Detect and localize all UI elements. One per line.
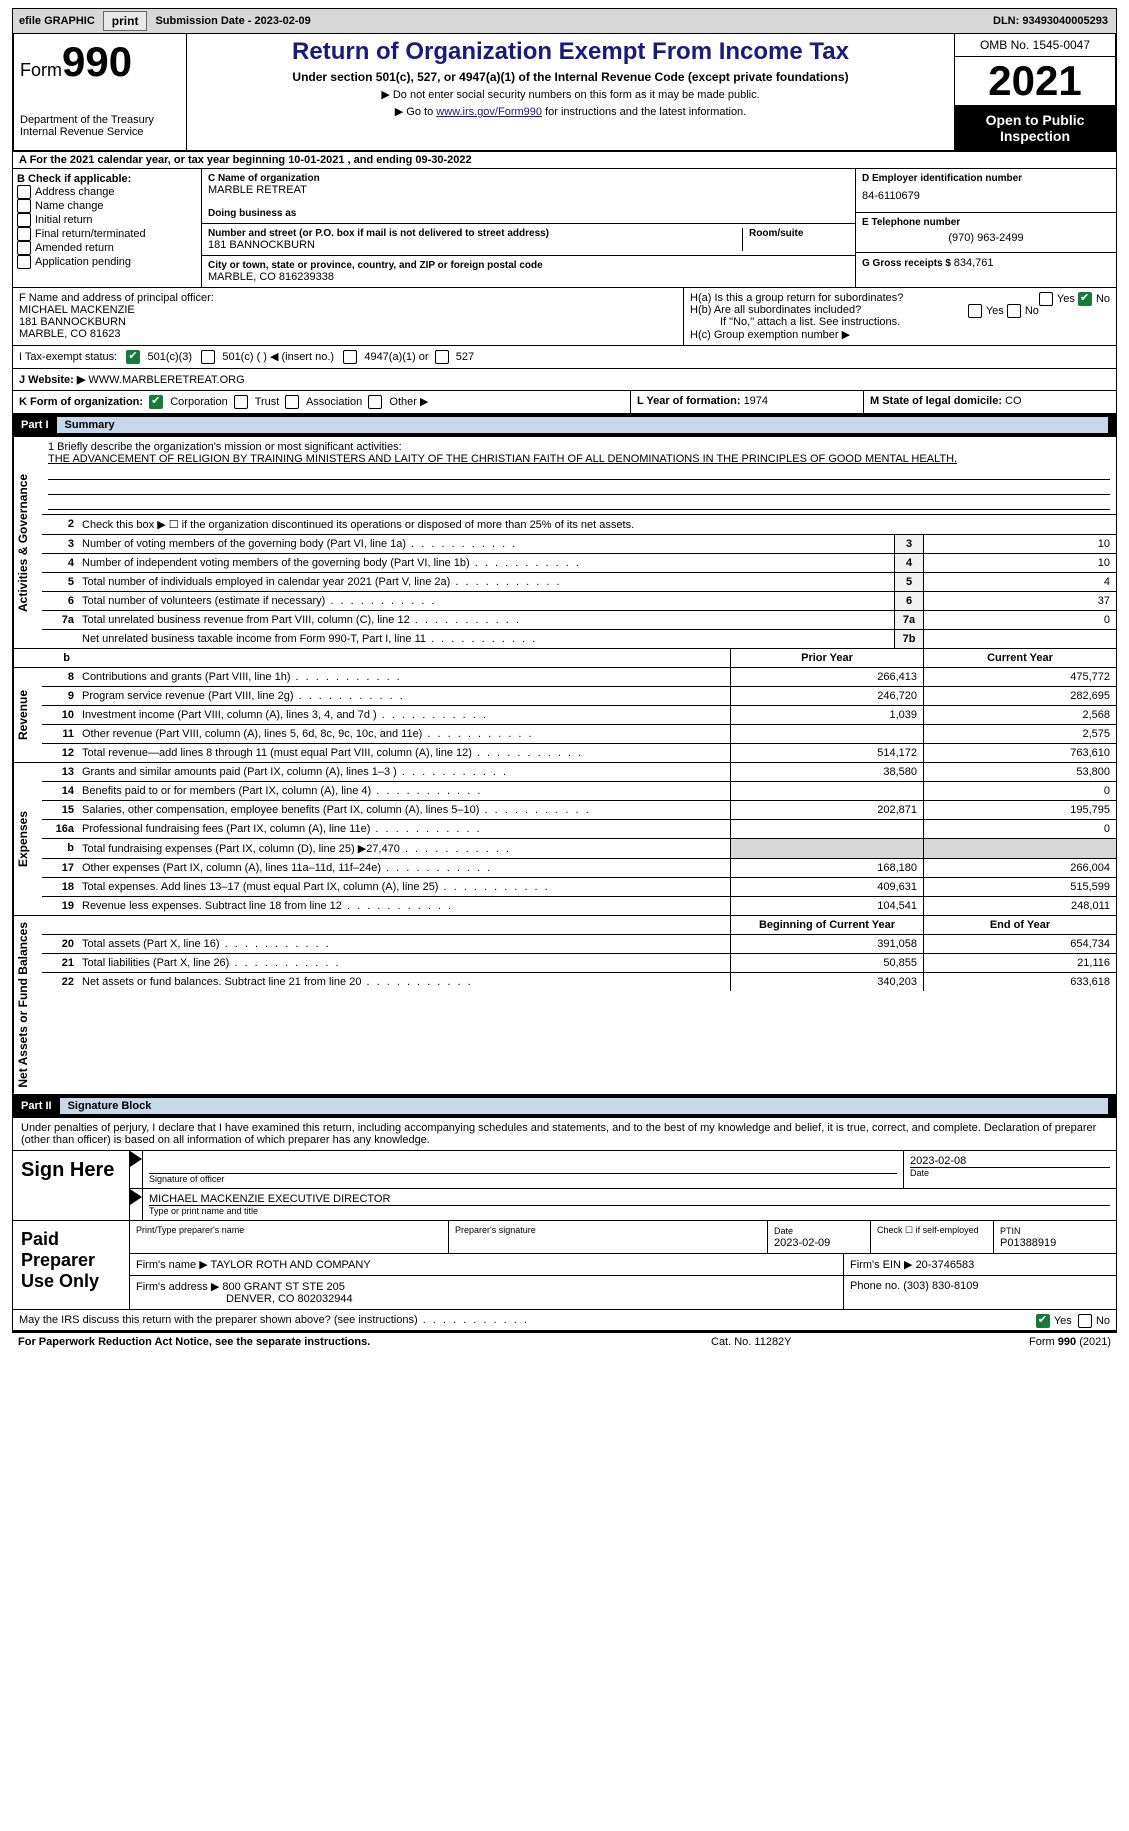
irs-label: Internal Revenue Service	[20, 126, 180, 138]
subtitle-2: ▶ Do not enter social security numbers o…	[193, 88, 948, 101]
h-c: H(c) Group exemption number ▶	[690, 328, 1110, 341]
chk-name-change[interactable]	[17, 199, 31, 213]
open-to-public: Open to Public Inspection	[955, 106, 1115, 150]
money-line: 9Program service revenue (Part VIII, lin…	[42, 687, 1116, 706]
summary-colhdr: b Prior Year Current Year	[12, 649, 1117, 668]
firm-ein: 20-3746583	[916, 1259, 975, 1271]
money-line: 13Grants and similar amounts paid (Part …	[42, 763, 1116, 782]
form-header: Form990 Department of the Treasury Inter…	[12, 34, 1117, 152]
money-line: 11Other revenue (Part VIII, column (A), …	[42, 725, 1116, 744]
irs-link[interactable]: www.irs.gov/Form990	[436, 106, 542, 118]
row-a-calendar: A For the 2021 calendar year, or tax yea…	[12, 152, 1117, 169]
ha-no-checked[interactable]	[1078, 292, 1092, 306]
gov-line: 7aTotal unrelated business revenue from …	[42, 611, 1116, 630]
ptin: P01388919	[1000, 1237, 1056, 1249]
col-c-org: C Name of organization MARBLE RETREAT Do…	[202, 169, 856, 287]
vlabel-governance: Activities & Governance	[13, 437, 42, 648]
mission-block: 1 Briefly describe the organization's mi…	[42, 437, 1116, 515]
mission-text: THE ADVANCEMENT OF RELIGION BY TRAINING …	[48, 453, 1110, 465]
gov-line: 6Total number of volunteers (estimate if…	[42, 592, 1116, 611]
sign-here-block: Sign Here Signature of officer 2023-02-0…	[12, 1151, 1117, 1221]
chk-address-change[interactable]	[17, 185, 31, 199]
part-ii-header: Part II Signature Block	[12, 1095, 1117, 1118]
sign-date: 2023-02-08	[910, 1155, 1110, 1168]
officer-name: MICHAEL MACKENZIE	[19, 304, 677, 316]
city-state-zip: MARBLE, CO 816239338	[208, 271, 849, 283]
vlabel-revenue: Revenue	[13, 668, 42, 762]
money-line: 8Contributions and grants (Part VIII, li…	[42, 668, 1116, 687]
street-address: 181 BANNOCKBURN	[208, 239, 742, 251]
section-b-c-d: B Check if applicable: Address change Na…	[12, 169, 1117, 288]
summary-net-hdr: Net Assets or Fund Balances Beginning of…	[12, 916, 1117, 1095]
arrow-icon	[130, 1189, 142, 1205]
paid-preparer-block: Paid Preparer Use Only Print/Type prepar…	[12, 1221, 1117, 1310]
gov-line: Net unrelated business taxable income fr…	[42, 630, 1116, 648]
money-line: 16aProfessional fundraising fees (Part I…	[42, 820, 1116, 839]
row-k-l-m: K Form of organization: Corporation Trus…	[12, 391, 1117, 414]
chk-corp[interactable]	[149, 395, 163, 409]
form-title: Return of Organization Exempt From Incom…	[193, 38, 948, 66]
chk-app-pending[interactable]	[17, 255, 31, 269]
money-line: 10Investment income (Part VIII, column (…	[42, 706, 1116, 725]
form-number: Form990	[20, 38, 180, 86]
discuss-yes[interactable]	[1036, 1314, 1050, 1328]
money-line: 20Total assets (Part X, line 16)391,0586…	[42, 935, 1116, 954]
gov-line: 5Total number of individuals employed in…	[42, 573, 1116, 592]
vlabel-expenses: Expenses	[13, 763, 42, 915]
tax-year: 2021	[955, 57, 1115, 106]
gov-line: 4Number of independent voting members of…	[42, 554, 1116, 573]
vlabel-net: Net Assets or Fund Balances	[13, 916, 42, 1094]
chk-amended[interactable]	[17, 241, 31, 255]
top-toolbar: efile GRAPHIC print Submission Date - 20…	[12, 8, 1117, 34]
money-line: bTotal fundraising expenses (Part IX, co…	[42, 839, 1116, 859]
telephone: (970) 963-2499	[862, 228, 1110, 248]
summary-expenses: Expenses 13Grants and similar amounts pa…	[12, 763, 1117, 916]
h-a: H(a) Is this a group return for subordin…	[690, 292, 1110, 304]
subtitle-1: Under section 501(c), 527, or 4947(a)(1)…	[193, 70, 948, 84]
firm-phone: (303) 830-8109	[903, 1280, 978, 1292]
arrow-icon	[130, 1151, 142, 1167]
summary-governance: Activities & Governance 1 Briefly descri…	[12, 437, 1117, 649]
part-i-header: Part I Summary	[12, 414, 1117, 437]
chk-initial-return[interactable]	[17, 213, 31, 227]
discuss-no[interactable]	[1078, 1314, 1092, 1328]
efile-label: efile GRAPHIC	[13, 15, 101, 27]
money-line: 18Total expenses. Add lines 13–17 (must …	[42, 878, 1116, 897]
money-line: 17Other expenses (Part IX, column (A), l…	[42, 859, 1116, 878]
money-line: 22Net assets or fund balances. Subtract …	[42, 973, 1116, 991]
year-formation: 1974	[744, 395, 768, 407]
print-button[interactable]: print	[103, 11, 148, 31]
chk-501c3[interactable]	[126, 350, 140, 364]
money-line: 12Total revenue—add lines 8 through 11 (…	[42, 744, 1116, 762]
discuss-row: May the IRS discuss this return with the…	[12, 1310, 1117, 1331]
money-line: 14Benefits paid to or for members (Part …	[42, 782, 1116, 801]
org-name: MARBLE RETREAT	[208, 184, 849, 196]
money-line: 21Total liabilities (Part X, line 26)50,…	[42, 954, 1116, 973]
ein-value: 84-6110679	[862, 184, 1110, 208]
col-b-checkboxes: B Check if applicable: Address change Na…	[13, 169, 202, 287]
col-d-ein: D Employer identification number 84-6110…	[856, 169, 1116, 287]
website-value: WWW.MARBLERETREAT.ORG	[88, 374, 244, 386]
page-footer: For Paperwork Reduction Act Notice, see …	[12, 1331, 1117, 1351]
dept-label: Department of the Treasury	[20, 114, 180, 126]
officer-print-name: MICHAEL MACKENZIE EXECUTIVE DIRECTOR	[149, 1193, 1110, 1206]
row-j-website: J Website: ▶ WWW.MARBLERETREAT.ORG	[12, 369, 1117, 391]
omb-number: OMB No. 1545-0047	[955, 34, 1115, 57]
chk-final-return[interactable]	[17, 227, 31, 241]
row-i-tax-status: I Tax-exempt status: 501(c)(3) 501(c) ( …	[12, 346, 1117, 369]
declaration: Under penalties of perjury, I declare th…	[12, 1118, 1117, 1151]
summary-revenue: Revenue 8Contributions and grants (Part …	[12, 668, 1117, 763]
dln: DLN: 93493040005293	[993, 15, 1116, 27]
money-line: 15Salaries, other compensation, employee…	[42, 801, 1116, 820]
money-line: 19Revenue less expenses. Subtract line 1…	[42, 897, 1116, 915]
firm-name: TAYLOR ROTH AND COMPANY	[211, 1259, 371, 1271]
gross-receipts: 834,761	[954, 257, 994, 269]
subdate-label: Submission Date - 2023-02-09	[149, 15, 316, 27]
subtitle-3: ▶ Go to www.irs.gov/Form990 for instruct…	[193, 105, 948, 118]
section-f-h: F Name and address of principal officer:…	[12, 288, 1117, 346]
gov-line: 3Number of voting members of the governi…	[42, 535, 1116, 554]
state-domicile: CO	[1005, 395, 1022, 407]
